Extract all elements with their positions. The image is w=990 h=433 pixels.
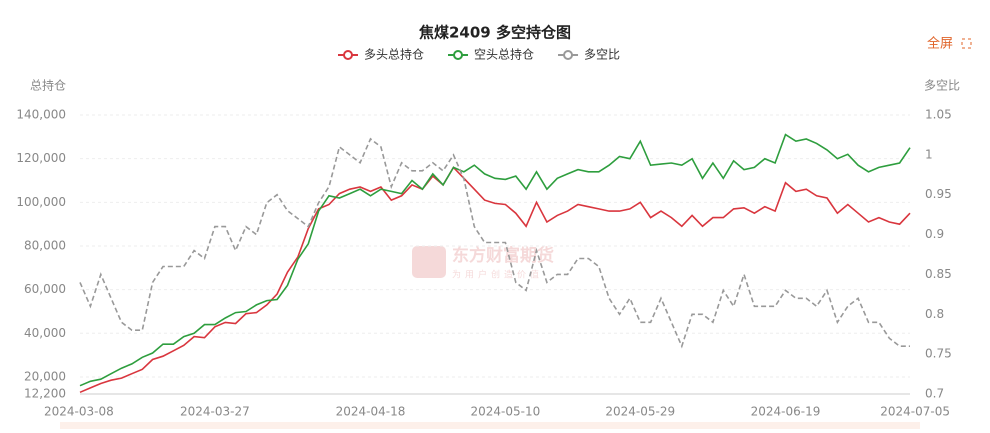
watermark-text: 东方财富期货 — [452, 245, 554, 266]
legend-item: 多头总持仓 — [338, 47, 424, 62]
y2-tick-label: 0.75 — [925, 347, 952, 361]
y-tick-label: 100,000 — [16, 195, 66, 209]
fullscreen-icon[interactable] — [961, 38, 972, 49]
y2-tick-label: 0.9 — [925, 227, 944, 241]
watermark: 东方财富期货 为用户创造价值 — [412, 245, 554, 281]
series-line — [79, 137, 910, 349]
y-tick-label: 20,000 — [24, 369, 66, 383]
series-line — [79, 133, 911, 387]
y2-tick-label: 0.8 — [925, 307, 944, 321]
y2-tick-label: 0.85 — [925, 267, 952, 281]
watermark-logo — [412, 246, 446, 278]
legend-marker — [343, 50, 353, 60]
y2-tick-label: 1 — [925, 147, 933, 161]
legend-item: 多空比 — [558, 48, 620, 62]
y-tick-label: 60,000 — [24, 282, 66, 296]
y-tick-label: 40,000 — [24, 326, 66, 340]
chart-title: 焦煤2409 多空持仓图 — [418, 24, 571, 42]
x-tick-label: 2024-07-05 — [880, 405, 950, 419]
y2-tick-label: 0.7 — [925, 387, 944, 401]
y-tick-label: 140,000 — [16, 108, 66, 122]
x-tick-label: 2024-05-10 — [471, 405, 541, 419]
y-tick-label: 12,200 — [24, 387, 66, 401]
legend-label: 多头总持仓 — [364, 47, 424, 62]
x-tick-label: 2024-03-27 — [180, 405, 250, 419]
y2-tick-label: 1.05 — [925, 108, 952, 122]
bottom-strip — [60, 422, 920, 429]
y2-axis-title: 多空比 — [924, 79, 960, 93]
x-tick-label: 2024-05-29 — [605, 405, 675, 419]
legend-label: 多空比 — [584, 48, 620, 62]
fullscreen-button[interactable]: 全屏 — [927, 36, 953, 52]
x-tick-label: 2024-06-19 — [751, 405, 821, 419]
legend-item: 空头总持仓 — [448, 47, 534, 62]
x-tick-label: 2024-03-08 — [44, 405, 114, 419]
watermark-sub: 为用户创造价值 — [452, 269, 543, 281]
y-tick-label: 120,000 — [16, 151, 66, 165]
y2-tick-label: 0.95 — [925, 187, 952, 201]
series-line — [79, 166, 911, 394]
legend-marker — [453, 50, 464, 60]
y-tick-label: 80,000 — [24, 238, 66, 252]
x-tick-label: 2024-04-18 — [336, 405, 406, 419]
y-axis-title: 总持仓 — [30, 78, 66, 93]
legend-marker — [563, 50, 574, 60]
legend-label: 空头总持仓 — [474, 47, 534, 62]
